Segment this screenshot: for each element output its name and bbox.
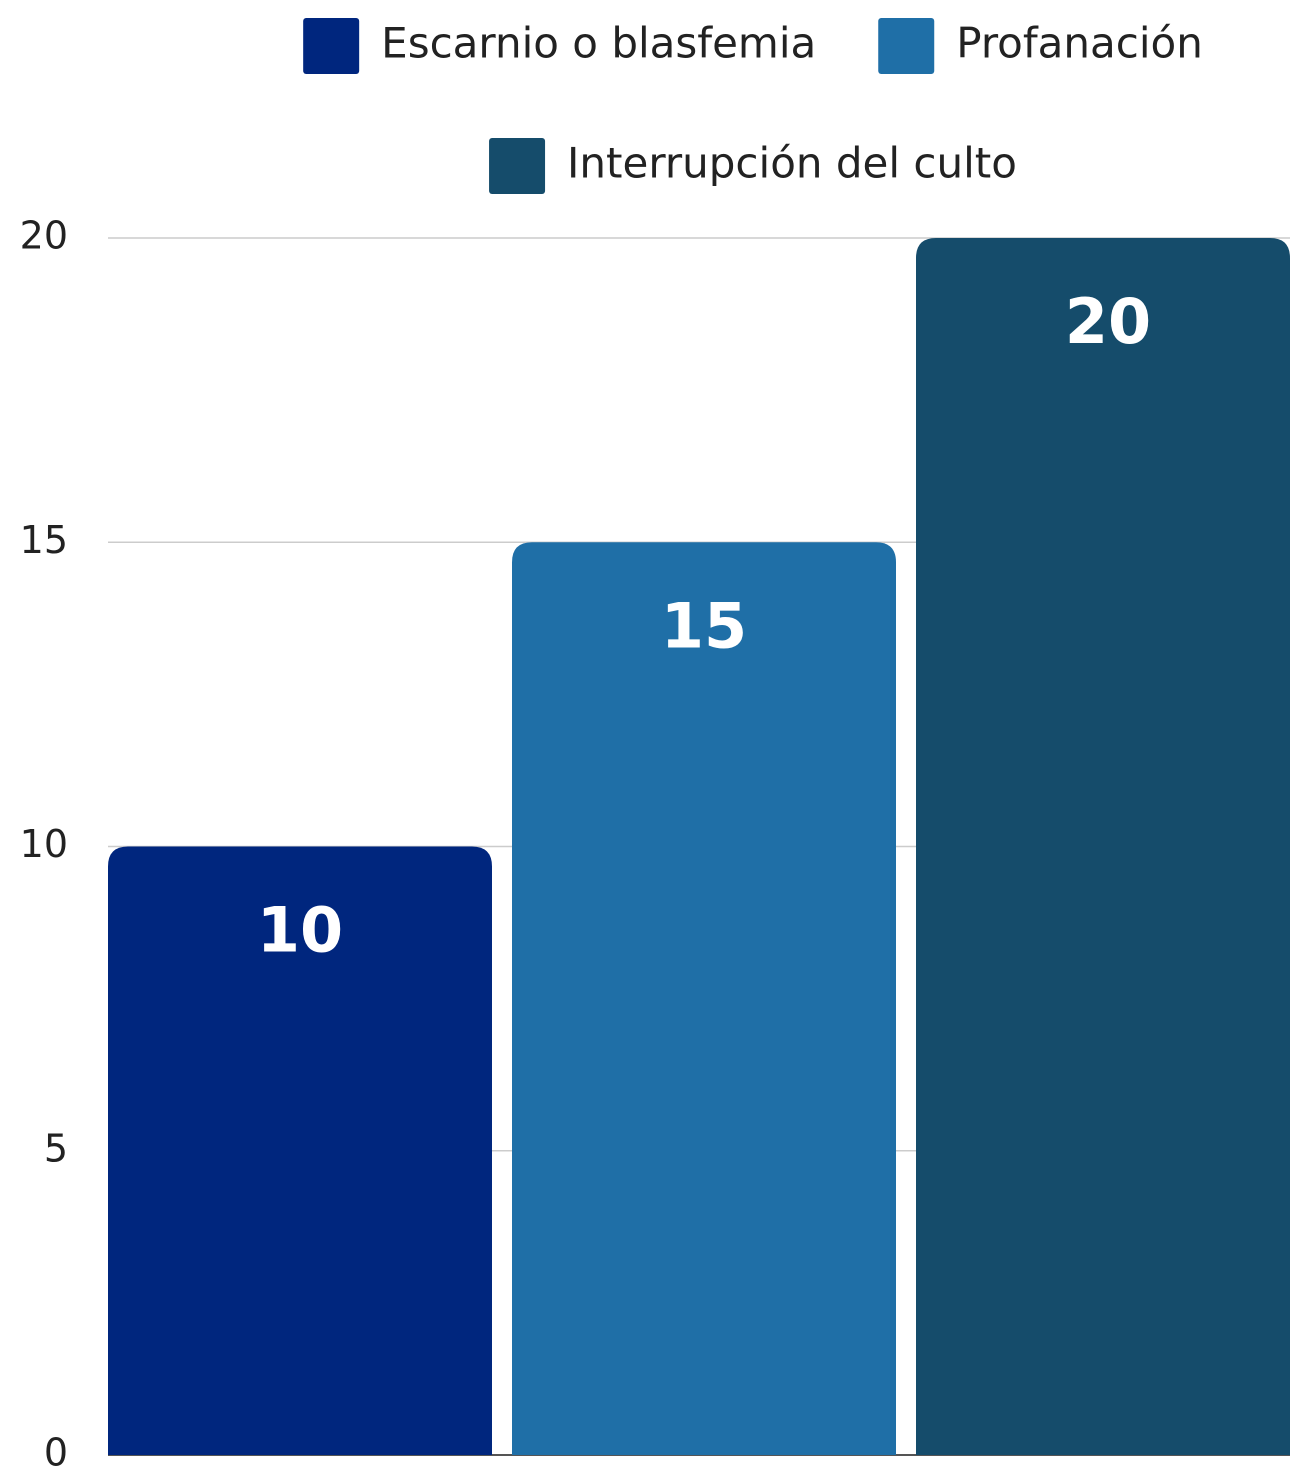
legend-label: Profanación	[956, 19, 1203, 68]
y-tick-label: 10	[20, 822, 68, 866]
y-tick-label: 0	[44, 1431, 68, 1474]
legend-label: Escarnio o blasfemia	[381, 19, 816, 68]
value-label: 20	[1065, 285, 1151, 358]
bar	[512, 542, 896, 1455]
legend-swatch	[878, 18, 935, 74]
bar	[108, 846, 492, 1455]
legend-label: Interrupción del culto	[567, 139, 1017, 188]
y-tick-label: 15	[20, 518, 68, 562]
bar	[916, 238, 1290, 1455]
y-tick-label: 5	[44, 1126, 68, 1170]
value-label: 10	[257, 894, 343, 967]
legend-swatch	[303, 18, 360, 74]
y-tick-label: 20	[20, 214, 68, 258]
value-label: 15	[661, 589, 747, 662]
legend-swatch	[489, 138, 546, 194]
